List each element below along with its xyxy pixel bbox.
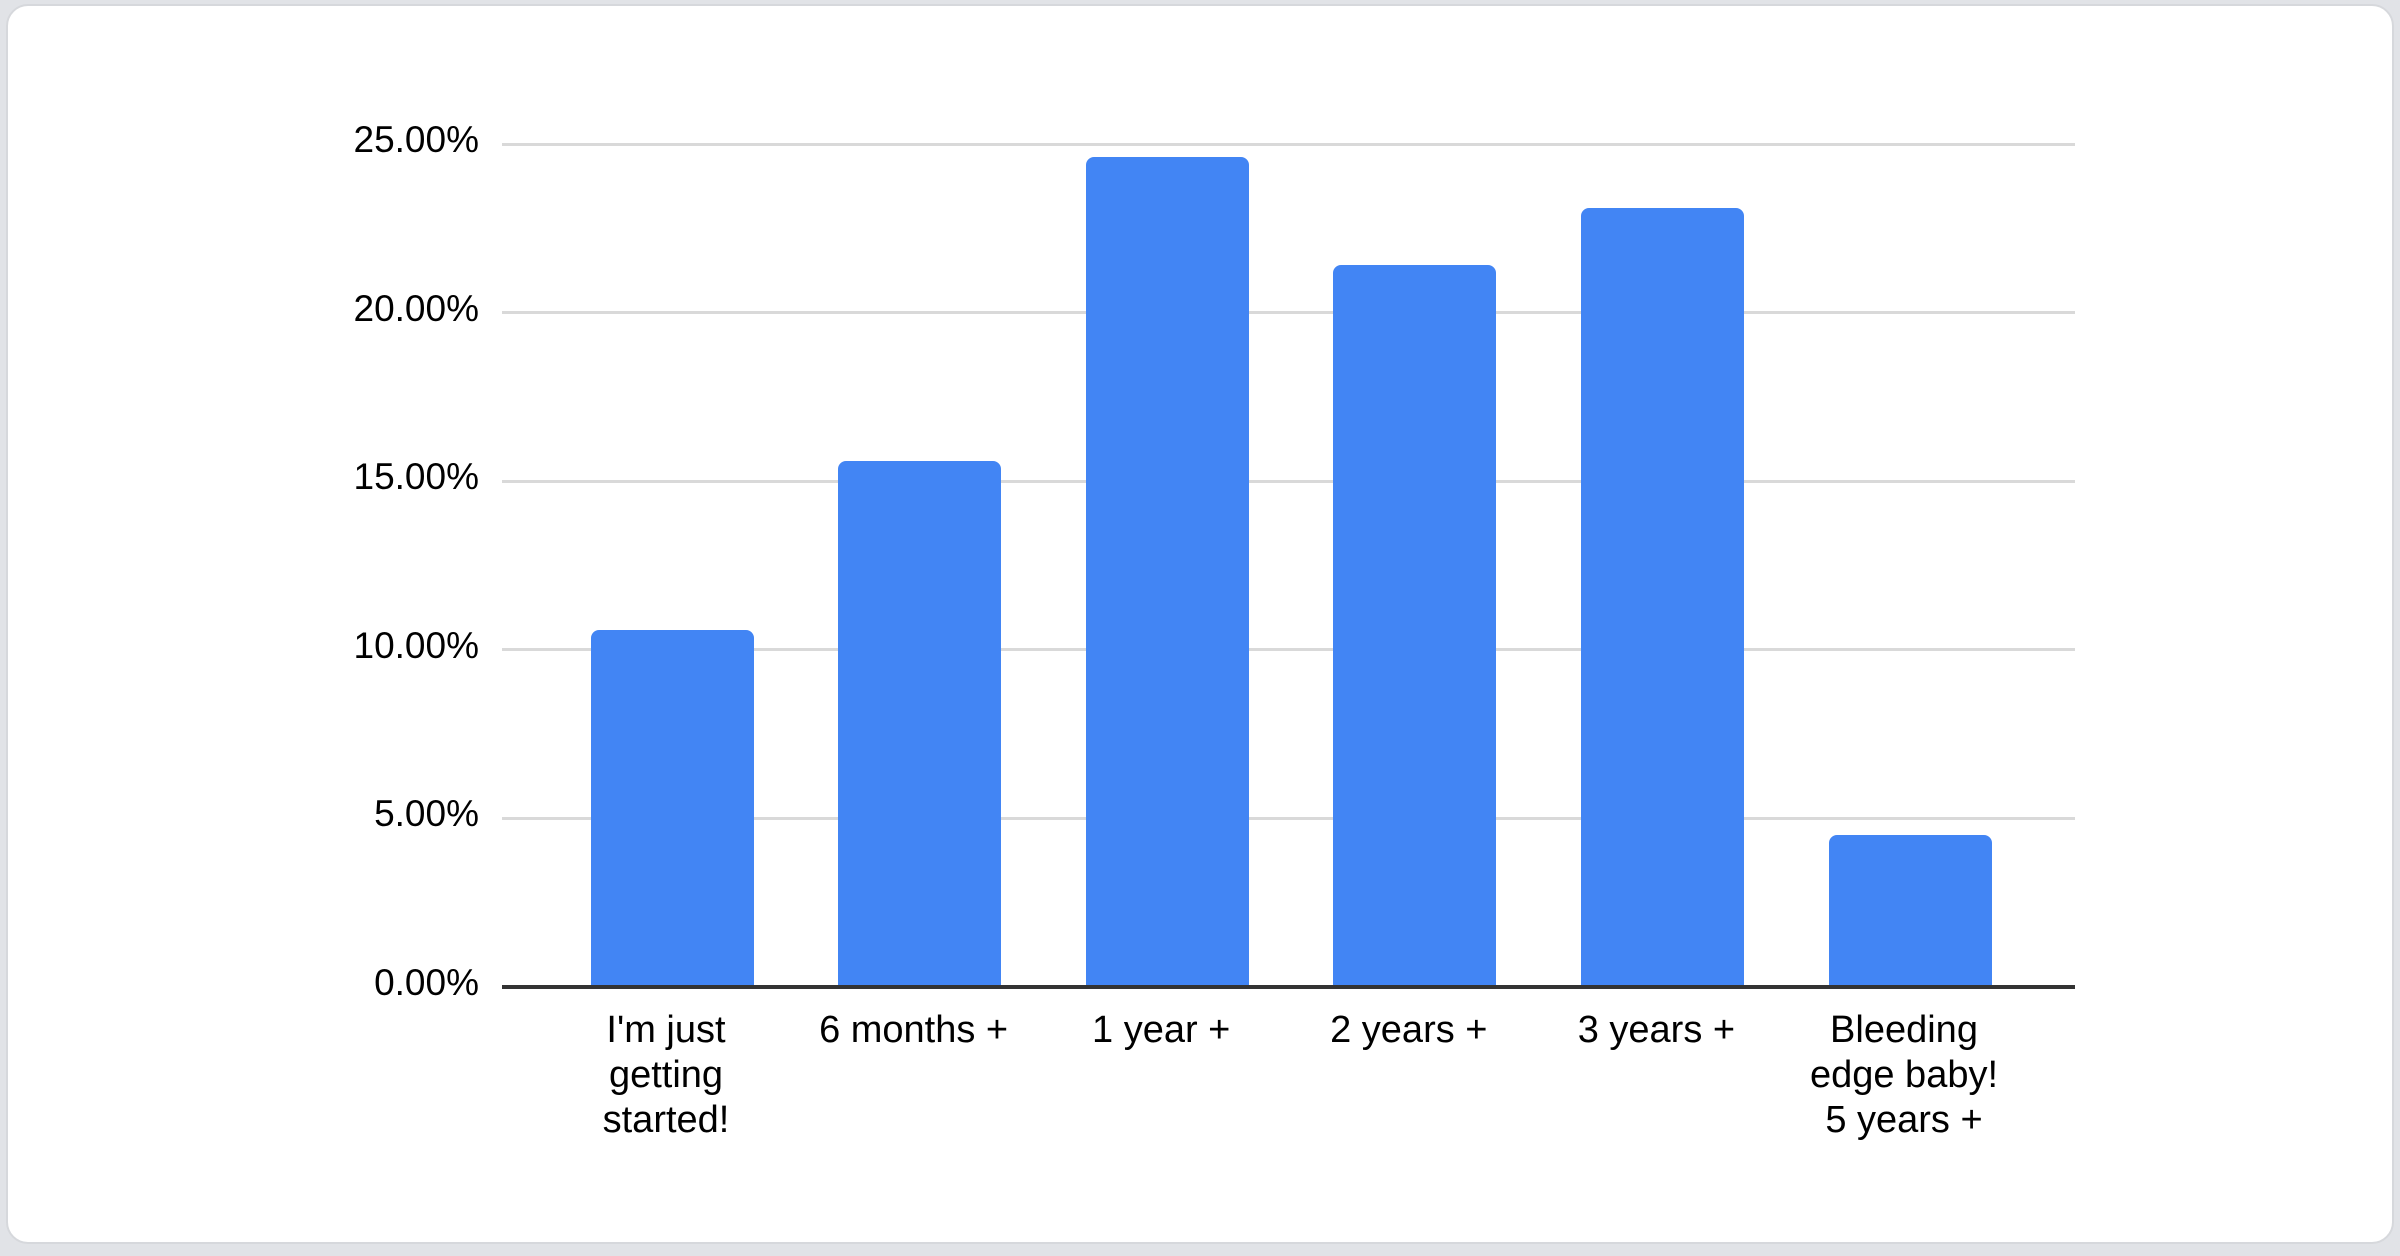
x-tick-label-line: edge baby! [1809, 1054, 1999, 1096]
gridline-25pct [502, 142, 2075, 146]
x-tick-label-line: 5 years + [1825, 1099, 1983, 1141]
gridline-15pct [502, 479, 2075, 483]
x-tick-label-6: Bleeding edge baby! 5 years + [1749, 1008, 2059, 1143]
x-tick-label-line: getting [608, 1054, 724, 1096]
y-tick-label-000: 0.00% [374, 962, 479, 1003]
bar-6[interactable] [1828, 835, 1992, 987]
y-tick-label-1000: 10.00% [353, 624, 480, 666]
x-tick-label-3: 1 year + [1006, 1008, 1316, 1053]
x-tick-label-2: 6 months + [759, 1008, 1069, 1053]
x-tick-label-line: started! [602, 1099, 730, 1141]
plot-area [502, 142, 2075, 989]
x-tick-label-5: 3 years + [1501, 1008, 1811, 1053]
x-tick-label-line: 6 months + [819, 1009, 1009, 1051]
bar-1[interactable] [590, 630, 754, 987]
gridline-5pct [502, 816, 2075, 820]
x-tick-label-4: 2 years + [1254, 1008, 1564, 1053]
x-tick-label-line: I'm just [606, 1009, 726, 1051]
y-tick-label-1500: 15.00% [353, 456, 480, 498]
x-tick-label-line: 2 years + [1330, 1009, 1488, 1051]
bar-4[interactable] [1333, 265, 1497, 987]
x-tick-label-line: 1 year + [1092, 1009, 1231, 1051]
chart-card: 0.00% 5.00% 10.00% 15.00% 20.00% 25.00% I'm j… [6, 4, 2394, 1244]
gridline-10pct [502, 648, 2075, 652]
x-tick-label-line: Bleeding [1830, 1009, 1978, 1051]
bar-3[interactable] [1085, 157, 1249, 987]
bar-5[interactable] [1580, 208, 1744, 987]
gridline-20pct [502, 311, 2075, 315]
x-axis-line [502, 985, 2075, 989]
bar-2[interactable] [838, 461, 1002, 987]
y-tick-label-2500: 25.00% [353, 119, 480, 160]
y-tick-label-500: 5.00% [374, 793, 479, 835]
x-tick-label-1: I'm just getting started! [511, 1008, 821, 1143]
y-tick-label-2000: 20.00% [353, 287, 480, 329]
x-tick-label-line: 3 years + [1577, 1009, 1736, 1051]
